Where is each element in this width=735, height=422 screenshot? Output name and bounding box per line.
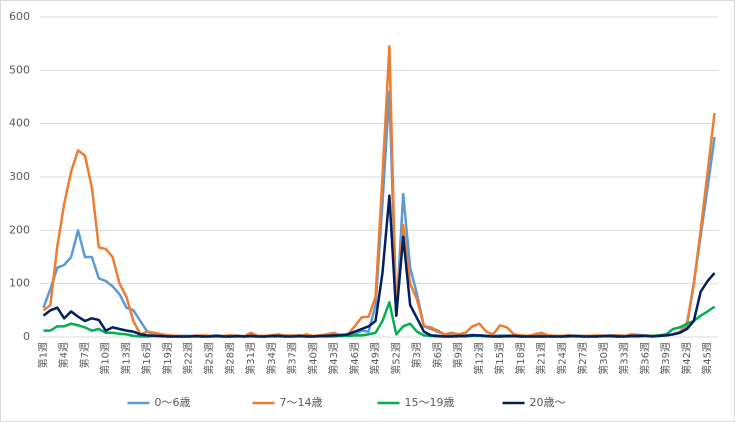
y-tick-label: 300 bbox=[9, 170, 30, 183]
legend-label: 15～19歳 bbox=[405, 396, 455, 409]
x-tick-label: 第43週 bbox=[327, 342, 340, 375]
y-tick-label: 500 bbox=[9, 63, 30, 76]
legend-label: 20歳～ bbox=[530, 396, 566, 409]
x-tick-label: 第22週 bbox=[182, 342, 195, 375]
x-tick-label: 第12週 bbox=[472, 342, 485, 375]
x-tick-label: 第1週 bbox=[36, 342, 49, 368]
x-tick-label: 第27週 bbox=[576, 342, 589, 375]
x-tick-label: 第30週 bbox=[597, 342, 610, 375]
x-tick-label: 第33週 bbox=[618, 342, 631, 375]
x-tick-label: 第4週 bbox=[57, 342, 70, 368]
x-tick-label: 第36週 bbox=[638, 342, 651, 375]
x-tick-label: 第39週 bbox=[659, 342, 672, 375]
x-tick-label: 第28週 bbox=[223, 342, 236, 375]
y-tick-label: 100 bbox=[9, 277, 30, 290]
legend-label: 0～6歳 bbox=[155, 396, 191, 409]
y-tick-label: 200 bbox=[9, 223, 30, 236]
x-tick-label: 第16週 bbox=[140, 342, 153, 375]
x-tick-label: 第37週 bbox=[286, 342, 299, 375]
x-tick-label: 第15週 bbox=[493, 342, 506, 375]
x-tick-label: 第13週 bbox=[119, 342, 132, 375]
y-tick-label: 400 bbox=[9, 117, 30, 130]
legend-label: 7～14歳 bbox=[280, 396, 323, 409]
x-tick-label: 第40週 bbox=[306, 342, 319, 375]
x-tick-label: 第6週 bbox=[431, 342, 444, 368]
x-tick-label: 第52週 bbox=[389, 342, 402, 375]
x-tick-label: 第21週 bbox=[535, 342, 548, 375]
x-tick-label: 第31週 bbox=[244, 342, 257, 375]
x-tick-label: 第7週 bbox=[78, 342, 91, 368]
x-tick-label: 第18週 bbox=[514, 342, 527, 375]
x-tick-label: 第45週 bbox=[701, 342, 714, 375]
y-tick-label: 600 bbox=[9, 10, 30, 23]
x-tick-label: 第42週 bbox=[680, 342, 693, 375]
x-tick-label: 第25週 bbox=[203, 342, 216, 375]
series-line bbox=[42, 194, 716, 338]
y-tick-label: 0 bbox=[23, 330, 30, 343]
x-tick-label: 第10週 bbox=[99, 342, 112, 375]
x-tick-label: 第3週 bbox=[410, 342, 423, 368]
x-tick-label: 第34週 bbox=[265, 342, 278, 375]
x-tick-label: 第24週 bbox=[555, 342, 568, 375]
x-tick-label: 第49週 bbox=[369, 342, 382, 375]
x-tick-label: 第19週 bbox=[161, 342, 174, 375]
x-tick-label: 第9週 bbox=[452, 342, 465, 368]
x-tick-label: 第46週 bbox=[348, 342, 361, 375]
